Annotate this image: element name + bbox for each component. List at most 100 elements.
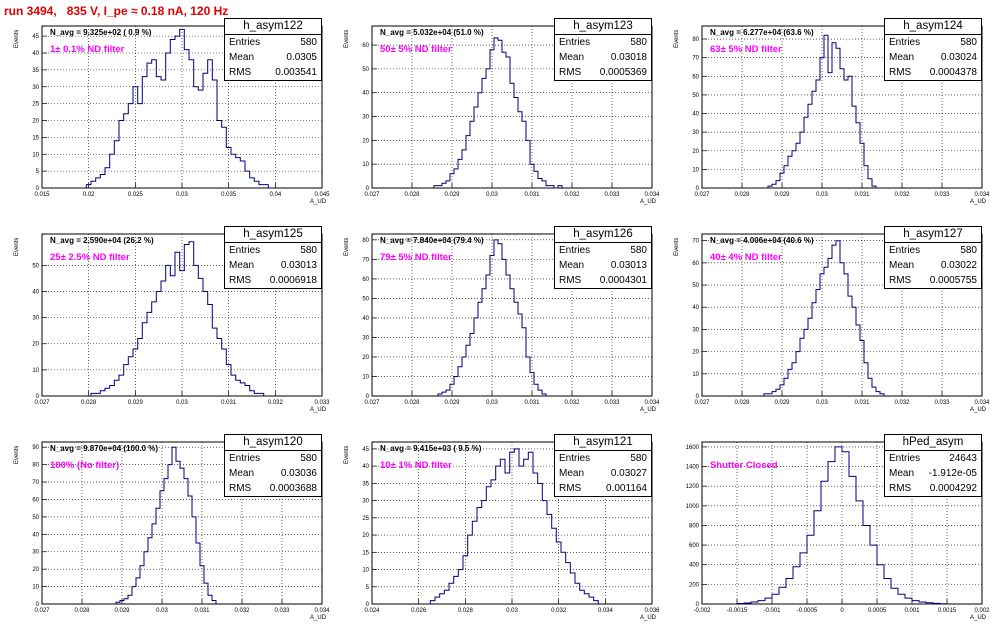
stats-row: RMS 0.0004301 [555, 273, 651, 288]
filter-label: 1± 0.1% ND filter [50, 44, 125, 55]
stats-value: 0.03018 [610, 52, 647, 63]
x-tick-label: 0.03 [156, 608, 168, 614]
histogram-name: h_asym127 [885, 227, 981, 243]
histogram-line [736, 446, 948, 605]
stats-row: Entries 580 [555, 451, 651, 466]
x-tick-label: 0.02 [83, 192, 95, 198]
y-tick-label: 50 [362, 67, 369, 73]
navg-label: N_avg = 6.277e+04 (63.6 %) [710, 28, 814, 37]
x-tick-label: 0.027 [694, 192, 710, 198]
stats-box: h_asym127 Entries 580 Mean 0.03022 RMS 0.00057… [884, 226, 982, 289]
x-axis-label: A_UD [640, 407, 657, 413]
x-tick-label: 0.033 [934, 400, 950, 406]
y-tick-label: 30 [362, 335, 369, 341]
y-tick-label: 50 [32, 263, 39, 269]
x-tick-label: 0.045 [314, 192, 330, 198]
x-tick-label: 0.028 [458, 608, 474, 614]
x-tick-label: 0.028 [734, 400, 750, 406]
y-tick-label: 25 [32, 102, 39, 108]
histogram-panel: 0.024 0.026 0.028 0.03 0.032 0.034 0.036 0 5 10 15… [340, 430, 660, 630]
stats-key: RMS [559, 67, 582, 78]
y-tick-label: 30 [32, 550, 39, 556]
y-tick-label: 0 [36, 186, 40, 192]
x-axis-label: A_UD [310, 615, 327, 621]
y-tick-label: 0 [696, 394, 700, 400]
x-tick-label: 0.032 [564, 192, 580, 198]
histogram-line [115, 446, 217, 604]
y-axis-label: Events [344, 29, 350, 48]
y-tick-label: 0 [366, 602, 370, 608]
x-tick-label: 0.034 [314, 608, 330, 614]
stats-value: 580 [630, 37, 647, 48]
stats-row: Entries 580 [555, 35, 651, 50]
x-axis-label: A_UD [970, 199, 987, 205]
y-tick-label: 0 [366, 186, 370, 192]
filter-label: 100% (No filter) [50, 460, 120, 471]
stats-key: Entries [559, 37, 591, 48]
stats-value: 0.0004301 [599, 275, 647, 286]
stats-row: RMS 0.0003688 [225, 481, 321, 496]
stats-key: Entries [889, 453, 921, 464]
histogram-name: h_asym126 [555, 227, 651, 243]
stats-value: 0.0004378 [929, 67, 977, 78]
x-tick-label: 0.028 [404, 192, 420, 198]
y-tick-label: 25 [362, 516, 369, 522]
x-tick-label: -0.0005 [797, 608, 818, 614]
x-tick-label: 0.034 [598, 608, 614, 614]
x-tick-label: 0.031 [854, 192, 870, 198]
stats-row: Mean 0.03024 [885, 50, 981, 65]
histogram-name: h_asym120 [225, 435, 321, 451]
filter-label: Shutter Closed [710, 460, 778, 471]
y-tick-label: 10 [362, 374, 369, 380]
y-tick-label: 10 [692, 167, 699, 173]
stats-value: 0.03024 [940, 52, 977, 63]
x-tick-label: 0.035 [221, 192, 237, 198]
navg-label: N_avg = 2.590e+04 (26.2 %) [50, 236, 154, 245]
histogram-panel: 0.027 0.028 0.029 0.03 0.031 0.032 0.033 0.034 0… [670, 14, 990, 214]
x-tick-label: 0.024 [364, 608, 380, 614]
x-tick-label: 0.03 [506, 608, 518, 614]
stats-box: h_asym121 Entries 580 Mean 0.03027 RMS 0.00116… [554, 434, 652, 497]
stats-row: Mean 0.03036 [225, 466, 321, 481]
stats-row: Entries 24643 [885, 451, 981, 466]
x-tick-label: 0.032 [234, 608, 250, 614]
y-axis-label: Events [14, 237, 20, 256]
y-tick-label: 30 [362, 115, 369, 121]
y-tick-label: 10 [692, 372, 699, 378]
x-tick-label: 0.034 [974, 192, 990, 198]
y-tick-label: 20 [32, 567, 39, 573]
x-tick-label: -0.002 [693, 608, 711, 614]
y-tick-label: 50 [692, 283, 699, 289]
stats-key: Mean [559, 52, 585, 63]
y-tick-label: 70 [692, 239, 699, 245]
x-tick-label: 0.034 [644, 400, 660, 406]
y-tick-label: 200 [689, 582, 700, 588]
histogram-svg: 0.027 0.028 0.029 0.03 0.031 0.032 0.033 0 10 20 3… [32, 233, 330, 406]
x-tick-label: 0.031 [221, 400, 237, 406]
x-tick-label: 0.031 [524, 192, 540, 198]
x-tick-label: 0.032 [551, 608, 567, 614]
stats-value: 0.03027 [610, 468, 647, 479]
x-tick-label: 0.029 [444, 400, 460, 406]
y-tick-label: 30 [692, 130, 699, 136]
stats-row: Mean 0.03013 [225, 258, 321, 273]
histogram-panel: -0.002 -0.0015 -0.001 -0.0005 0 0.0005 0.001 0.… [670, 430, 990, 630]
x-axis-label: A_UD [970, 407, 987, 413]
x-tick-label: 0.029 [444, 192, 460, 198]
stats-value: 0.0005755 [929, 275, 977, 286]
histogram-line [429, 448, 599, 604]
y-tick-label: 0 [696, 186, 700, 192]
x-tick-label: 0.029 [128, 400, 144, 406]
y-tick-label: 10 [32, 368, 39, 374]
stats-box: h_asym124 Entries 580 Mean 0.03024 RMS 0.00043… [884, 18, 982, 81]
histogram-panel: 0.027 0.028 0.029 0.03 0.031 0.032 0.033 0.034 0… [340, 222, 660, 422]
stats-key: Entries [889, 245, 921, 256]
stats-box: h_asym122 Entries 580 Mean 0.0305 RMS 0.003541 [224, 18, 322, 81]
histogram-name: h_asym125 [225, 227, 321, 243]
y-tick-label: 70 [362, 257, 369, 263]
y-tick-label: 50 [32, 515, 39, 521]
navg-label: N_avg = 9.325e+02 ( 0.9 %) [50, 28, 152, 37]
stats-key: Mean [889, 468, 915, 479]
stats-box: h_asym120 Entries 580 Mean 0.03036 RMS 0.00036… [224, 434, 322, 497]
stats-row: RMS 0.001164 [555, 481, 651, 496]
